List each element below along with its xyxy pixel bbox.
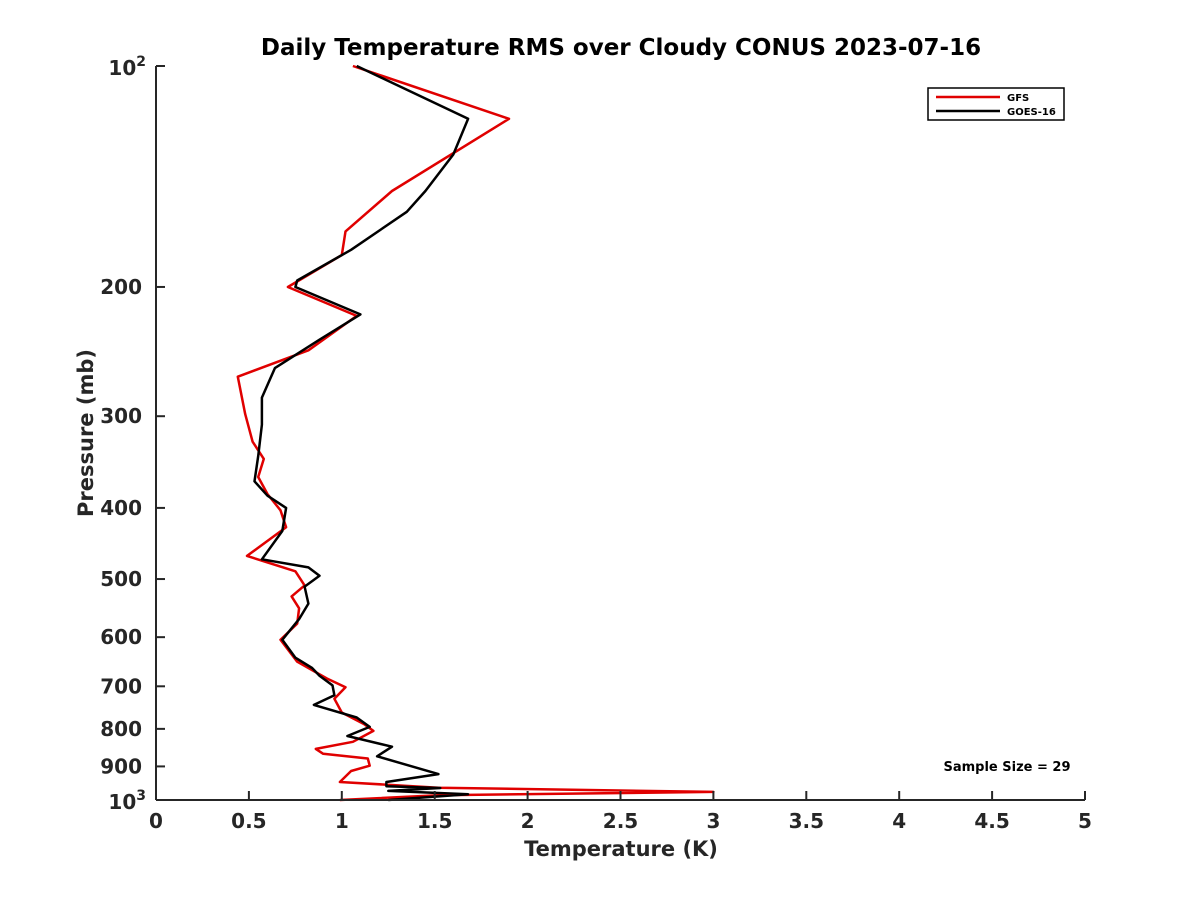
legend-label: GOES-16 xyxy=(1007,107,1056,118)
y-axis: 102 200 300 400 500 600 700 800 900 103 xyxy=(100,54,165,814)
y-tick-label: 900 xyxy=(100,754,142,778)
y-tick-label: 700 xyxy=(100,674,142,698)
x-tick-label: 0 xyxy=(149,809,163,833)
y-tick-label: 400 xyxy=(100,496,142,520)
series-line-goes-16 xyxy=(253,64,470,802)
x-tick-label: 2 xyxy=(521,809,535,833)
x-tick-label: 3.5 xyxy=(789,809,824,833)
plot-area xyxy=(236,64,715,802)
y-tick-label: 600 xyxy=(100,625,142,649)
y-tick-label: 500 xyxy=(100,567,142,591)
x-axis-title: Temperature (K) xyxy=(524,837,718,861)
x-tick-label: 0.5 xyxy=(231,809,266,833)
legend: GFS GOES-16 xyxy=(927,87,1065,121)
x-tick-label: 4 xyxy=(892,809,906,833)
y-tick-label: 800 xyxy=(100,717,142,741)
x-tick-label: 1.5 xyxy=(417,809,452,833)
legend-box xyxy=(927,87,1065,121)
legend-label: GFS xyxy=(1007,93,1029,104)
x-tick-label: 4.5 xyxy=(974,809,1009,833)
x-axis: 0 0.5 1 1.5 2 2.5 3 3.5 4 4.5 5 xyxy=(149,791,1092,833)
y-tick-label: 300 xyxy=(100,404,142,428)
x-tick-label: 1 xyxy=(335,809,349,833)
y-axis-title: Pressure (mb) xyxy=(74,349,98,517)
y-tick-label-exponent: 3 xyxy=(136,788,146,804)
chart-title: Daily Temperature RMS over Cloudy CONUS … xyxy=(261,35,981,61)
x-tick-label: 2.5 xyxy=(603,809,638,833)
y-tick-label: 102 xyxy=(108,54,146,80)
y-tick-label-exponent: 2 xyxy=(136,54,146,70)
y-tick-label: 103 xyxy=(108,788,146,814)
x-tick-label: 3 xyxy=(706,809,720,833)
y-tick-label: 200 xyxy=(100,275,142,299)
sample-size-annotation: Sample Size = 29 xyxy=(943,760,1070,775)
x-tick-label: 5 xyxy=(1078,809,1092,833)
series-line-gfs xyxy=(236,64,715,802)
